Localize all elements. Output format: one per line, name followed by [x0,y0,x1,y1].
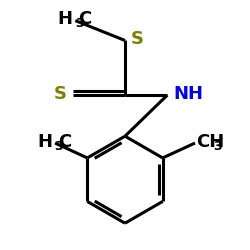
Text: S: S [131,30,144,48]
Text: H: H [38,133,52,151]
Text: CH: CH [196,133,224,151]
Text: S: S [54,85,66,103]
Text: 3: 3 [75,17,83,30]
Text: H: H [58,10,73,28]
Text: NH: NH [174,85,204,103]
Text: 3: 3 [54,140,63,153]
Text: C: C [58,133,71,151]
Text: 3: 3 [214,140,222,153]
Text: C: C [78,10,92,28]
